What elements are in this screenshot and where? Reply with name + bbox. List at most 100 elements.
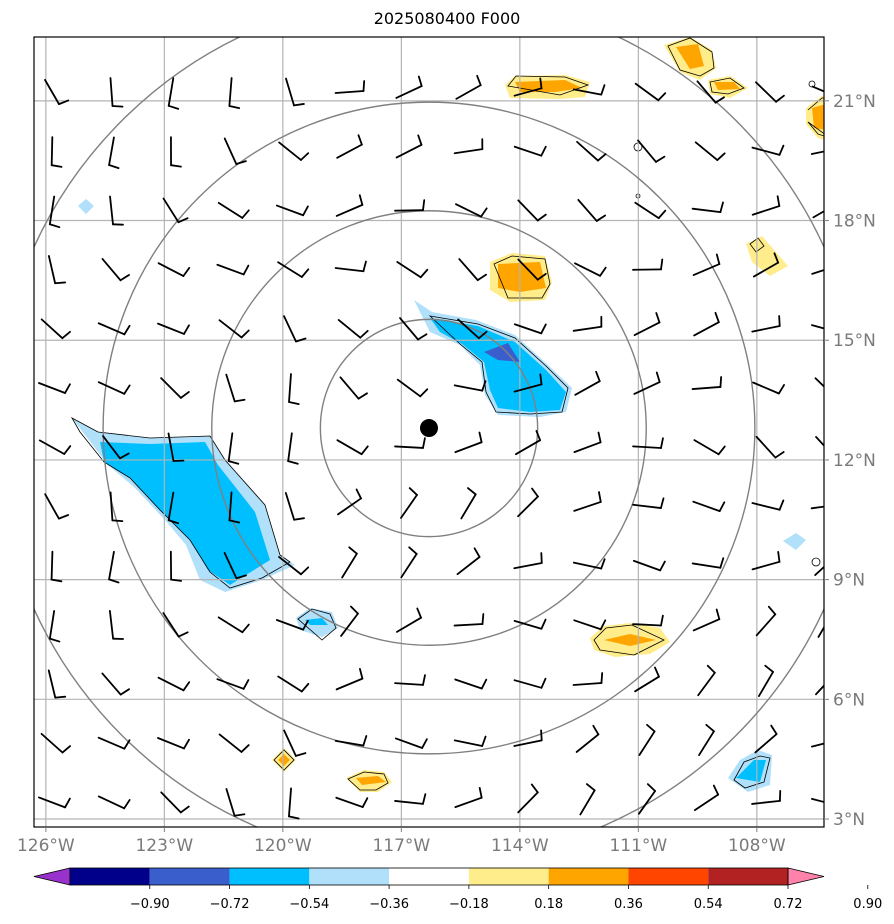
storm-center-marker [420, 419, 438, 438]
wind-barb [160, 377, 190, 399]
wind-barb [47, 255, 66, 285]
contour-west [70, 416, 291, 589]
wind-barb [109, 491, 124, 523]
wind-barb [513, 618, 547, 630]
wind-barb [38, 796, 71, 809]
wind-barb [228, 491, 241, 524]
wind-barb [814, 377, 824, 388]
range-ring [102, 101, 756, 755]
wind-barb [167, 491, 180, 525]
wind-barb [513, 677, 547, 689]
contour-edge [807, 97, 824, 137]
wind-barb [815, 684, 824, 696]
wind-barb [692, 608, 721, 632]
wind-barb [284, 492, 305, 521]
wind-barb [692, 253, 721, 276]
wind-barb [218, 733, 250, 753]
wind-barb [341, 546, 358, 579]
longitude-tick-label: 123°W [135, 836, 193, 856]
wind-barb [101, 258, 130, 282]
wind-barb [44, 493, 70, 520]
colorbar-segment [309, 868, 390, 885]
wind-barb [698, 723, 715, 756]
wind-barb [228, 77, 241, 110]
wind-barb [157, 322, 190, 335]
longitude-tick-label: 120°W [254, 836, 312, 856]
wind-barb [811, 269, 824, 275]
wind-barb [632, 258, 664, 271]
wind-barb [457, 318, 488, 340]
wind-barb [513, 77, 543, 97]
latitude-tick-label: 12°N [833, 451, 876, 471]
anomaly-small-sw-core [305, 618, 328, 625]
wind-barb [97, 736, 131, 750]
latitude-labels: 3°N 6°N 9°N 12°N 15°N 18°N 21°N [824, 92, 876, 830]
wind-barb [167, 432, 185, 462]
wind-barb [275, 619, 309, 631]
graticule [34, 37, 824, 827]
wind-barb [400, 546, 418, 579]
wind-barb [225, 788, 246, 817]
wind-barb [38, 439, 72, 455]
colorbar-min-extend [33, 867, 71, 886]
colorbar-tick-label: −0.54 [289, 897, 329, 912]
wind-barb [454, 431, 483, 454]
wind-barb [573, 431, 602, 453]
wind-barb [278, 141, 310, 161]
wind-barb [575, 724, 600, 753]
wind-barb [453, 138, 484, 155]
wind-barb [572, 672, 604, 686]
wind-barb [812, 210, 824, 219]
wind-barb [458, 258, 488, 282]
wind-barb [691, 376, 723, 390]
colorbar-tick-label: 0.54 [694, 897, 723, 912]
wind-barb [47, 669, 67, 699]
wind-barb [513, 145, 547, 157]
wind-barb [109, 77, 124, 108]
wind-barb [691, 201, 724, 214]
wind-barb [162, 197, 189, 224]
longitude-tick-label: 117°W [372, 836, 430, 856]
wind-barb [394, 737, 428, 749]
wind-barb [513, 552, 543, 570]
latitude-tick-label: 9°N [833, 571, 865, 591]
wind-barb [752, 252, 780, 278]
wind-barb [334, 80, 366, 94]
wind-barb [513, 323, 547, 335]
wind-barb [162, 612, 189, 638]
wind-barb [335, 668, 364, 691]
range-ring [319, 318, 539, 538]
colorbar-tick-label: −0.90 [130, 897, 170, 912]
colorbar-segment [708, 868, 788, 885]
wind-barb [810, 505, 824, 510]
wind-barb [634, 201, 667, 220]
colorbar: −0.90 −0.72 −0.54 −0.36 −0.18 0.18 0.36 0.54 0.7… [33, 867, 882, 912]
wind-barb [97, 795, 131, 810]
latitude-tick-label: 18°N [833, 212, 876, 232]
wind-barb [810, 150, 824, 155]
wind-barb [751, 195, 781, 216]
anomaly-sm1-core [278, 754, 290, 766]
contour-sm2 [347, 771, 389, 791]
wind-barb [157, 262, 191, 277]
wind-barb [108, 136, 120, 170]
contour-north [507, 75, 590, 96]
wind-barb [755, 81, 785, 103]
wind-barb [634, 666, 660, 693]
wind-barb [40, 732, 72, 754]
longitude-labels: 126°W 123°W 120°W 117°W 114°W 111°W 108°W [17, 827, 786, 856]
anomaly-central-mid [430, 318, 566, 412]
anomaly-ne-core [676, 44, 704, 69]
wind-barb [811, 324, 824, 330]
wind-barb [453, 735, 487, 747]
colorbar-segment [628, 868, 709, 885]
wind-barb [634, 82, 667, 102]
wind-barb [632, 614, 664, 627]
wind-barb [157, 737, 190, 750]
wind-barb [287, 432, 299, 465]
wind-barb [167, 77, 180, 110]
anomaly-ne2-core [714, 82, 740, 90]
wind-barb [517, 487, 539, 518]
plot-frame [33, 36, 825, 828]
range-ring [211, 210, 647, 646]
